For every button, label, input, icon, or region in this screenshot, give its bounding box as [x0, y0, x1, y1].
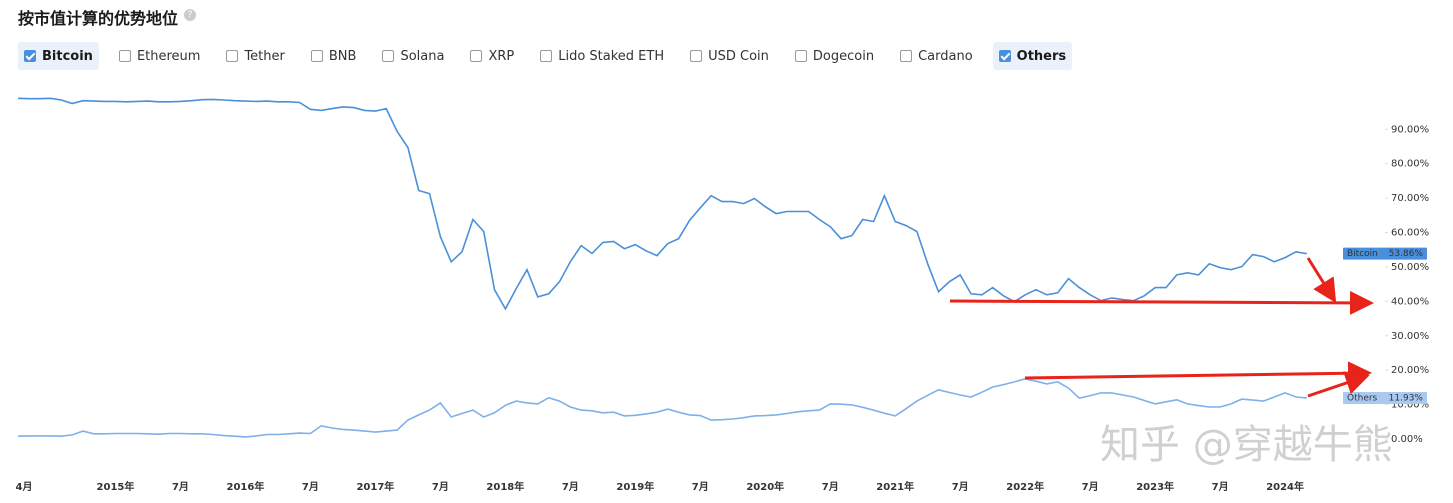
legend-checkbox[interactable]: XRP [464, 42, 520, 70]
legend-checkbox[interactable]: Ethereum [113, 42, 207, 70]
x-tick-label: 7月 [302, 481, 319, 493]
legend-label: XRP [488, 48, 515, 64]
x-tick-label: 2017年 [356, 480, 394, 493]
x-tick-label: 2019年 [616, 480, 654, 493]
checkbox[interactable] [24, 50, 36, 62]
x-tick-label: 7月 [822, 481, 839, 493]
y-tick-label: 60.00% [1391, 228, 1429, 239]
legend-label: Solana [400, 48, 445, 64]
y-tick-label: 40.00% [1391, 296, 1429, 307]
x-tick-label: 2020年 [746, 480, 784, 493]
x-tick-label: 7月 [562, 481, 579, 493]
legend-label: Dogecoin [812, 48, 875, 64]
y-tick-label: 70.00% [1391, 193, 1429, 204]
legend-checkbox[interactable]: Others [992, 42, 1073, 70]
legend: Bitcoin Ethereum Tether BNB Solana XRP Lido St… [18, 42, 1073, 70]
legend-checkbox[interactable]: BNB [305, 42, 363, 70]
y-tick-label: 90.00% [1391, 124, 1429, 135]
arrow [1307, 371, 1370, 398]
x-tick-label: 4月 [16, 481, 33, 493]
series-line [17, 97, 1307, 311]
legend-label: USD Coin [708, 48, 769, 64]
series-tag-name: Others [1347, 393, 1378, 403]
legend-label: Lido Staked ETH [558, 48, 665, 64]
legend-checkbox[interactable]: Tether [220, 42, 290, 70]
legend-label: Bitcoin [42, 48, 93, 64]
series-tag-name: Bitcoin [1347, 249, 1378, 259]
x-tick-label: 2021年 [876, 480, 914, 493]
checkbox[interactable] [382, 50, 395, 62]
y-tick-label: 0.00% [1391, 434, 1423, 445]
x-tick-label: 7月 [692, 481, 709, 493]
legend-label: Ethereum [136, 48, 201, 64]
legend-checkbox[interactable]: USD Coin [684, 42, 775, 70]
checkbox[interactable] [310, 50, 323, 62]
x-tick-label: 2024年 [1266, 480, 1304, 493]
series-line [17, 377, 1307, 438]
x-tick-label: 7月 [432, 481, 449, 493]
help-icon[interactable]: ? [184, 9, 196, 21]
watermark: 知乎 @穿越牛熊 [1100, 422, 1393, 468]
x-tick-label: 7月 [952, 481, 969, 493]
arrow [949, 290, 1374, 315]
y-tick-label: 20.00% [1391, 365, 1429, 376]
y-tick-label: 50.00% [1391, 262, 1429, 273]
chart-title: 按市值计算的优势地位 [18, 9, 179, 28]
value-tag-bg [1343, 391, 1427, 404]
legend-label: BNB [328, 48, 357, 64]
legend-label: Tether [244, 48, 285, 64]
legend-checkbox[interactable]: Solana [376, 42, 450, 70]
x-tick-label: 2018年 [486, 480, 524, 493]
checkbox[interactable] [226, 50, 239, 62]
checkbox[interactable] [118, 50, 131, 62]
arrow [1306, 257, 1337, 304]
checkbox[interactable] [794, 50, 807, 62]
legend-label: Cardano [918, 48, 973, 64]
x-tick-label: 2015年 [97, 480, 135, 493]
arrow [1024, 361, 1372, 386]
x-tick-label: 2023年 [1136, 480, 1174, 493]
checkbox[interactable] [540, 50, 553, 62]
checkbox[interactable] [998, 50, 1011, 62]
legend-checkbox[interactable]: Cardano [894, 42, 979, 70]
y-tick-label: 10.00% [1391, 400, 1429, 411]
y-tick-label: 80.00% [1391, 159, 1429, 170]
legend-checkbox[interactable]: Dogecoin [789, 42, 880, 70]
value-tag-bg [1343, 247, 1427, 260]
x-tick-label: 7月 [1212, 481, 1229, 493]
legend-checkbox[interactable]: Bitcoin [18, 42, 99, 70]
x-tick-label: 7月 [1082, 481, 1099, 493]
x-tick-label: 7月 [172, 481, 189, 493]
x-tick-label: 2016年 [227, 480, 265, 493]
checkbox[interactable] [900, 50, 913, 62]
value-label: 11.93% [1389, 393, 1424, 403]
legend-label: Others [1016, 48, 1067, 64]
checkbox[interactable] [470, 50, 483, 62]
value-label: 53.86% [1389, 249, 1424, 259]
checkbox[interactable] [690, 50, 703, 62]
annotation-arrows [949, 257, 1374, 398]
y-tick-label: 30.00% [1391, 331, 1429, 342]
legend-checkbox[interactable]: Lido Staked ETH [534, 42, 670, 70]
x-tick-label: 2022年 [1006, 480, 1044, 493]
